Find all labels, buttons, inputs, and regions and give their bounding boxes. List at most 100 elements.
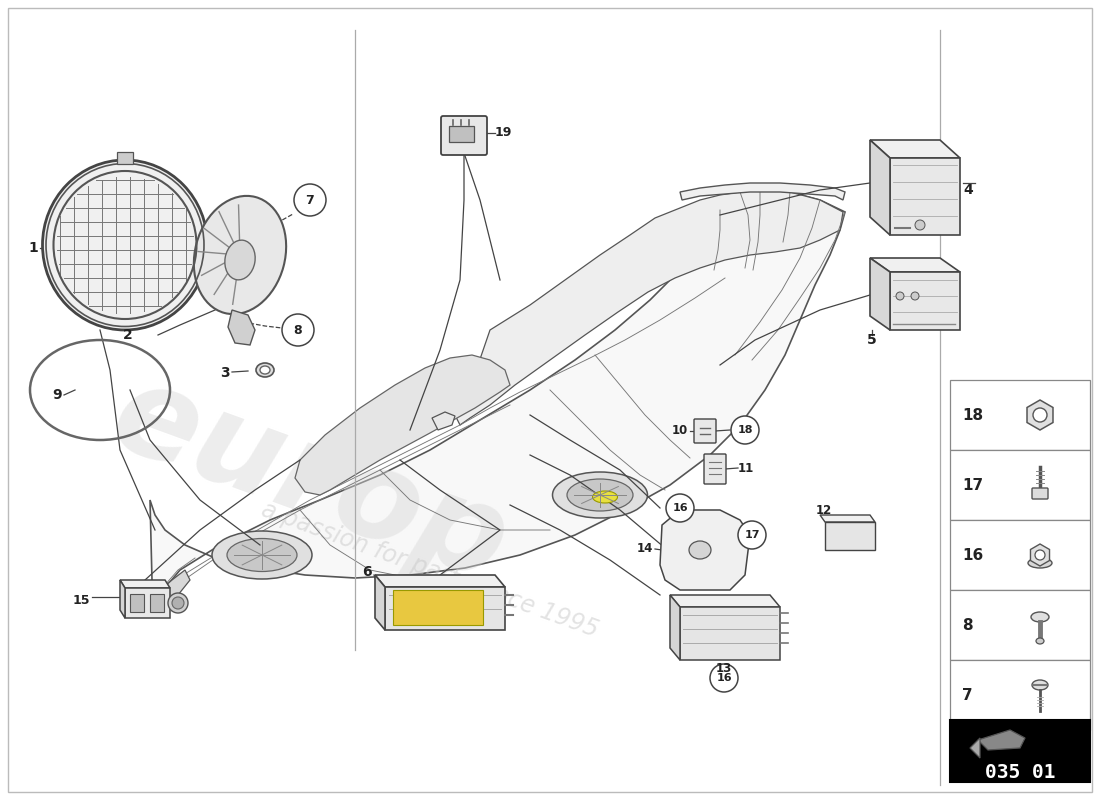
Bar	[950, 720, 1090, 782]
Ellipse shape	[566, 479, 632, 511]
Polygon shape	[150, 190, 845, 600]
Text: 7: 7	[306, 194, 315, 206]
FancyBboxPatch shape	[1032, 488, 1048, 499]
Text: 17: 17	[962, 478, 983, 493]
Polygon shape	[1031, 544, 1049, 566]
Polygon shape	[970, 738, 980, 758]
Ellipse shape	[227, 538, 297, 571]
Ellipse shape	[224, 240, 255, 280]
Circle shape	[896, 292, 904, 300]
Text: 3: 3	[220, 366, 230, 380]
Ellipse shape	[1031, 612, 1049, 622]
FancyBboxPatch shape	[704, 454, 726, 484]
Bar	[950, 380, 1090, 450]
Bar	[130, 594, 144, 612]
Polygon shape	[375, 575, 385, 630]
Ellipse shape	[1032, 680, 1048, 690]
Polygon shape	[125, 588, 170, 618]
Text: a passion for parts since 1995: a passion for parts since 1995	[258, 498, 602, 642]
Bar	[449, 126, 474, 142]
Bar	[393, 590, 483, 625]
Polygon shape	[228, 310, 255, 345]
Ellipse shape	[260, 366, 270, 374]
Circle shape	[294, 184, 326, 216]
Ellipse shape	[256, 363, 274, 377]
Bar	[950, 660, 1090, 730]
Polygon shape	[870, 258, 890, 330]
Polygon shape	[978, 730, 1025, 750]
Text: 4: 4	[962, 183, 972, 197]
Text: 10: 10	[672, 423, 688, 437]
Text: 14: 14	[637, 542, 653, 554]
Polygon shape	[870, 140, 890, 235]
FancyBboxPatch shape	[694, 419, 716, 443]
Polygon shape	[680, 183, 845, 200]
Text: 8: 8	[294, 323, 302, 337]
Polygon shape	[870, 258, 960, 272]
Polygon shape	[120, 580, 170, 588]
Bar	[950, 520, 1090, 590]
FancyBboxPatch shape	[441, 116, 487, 155]
Circle shape	[282, 314, 314, 346]
Circle shape	[172, 597, 184, 609]
Polygon shape	[455, 190, 843, 425]
Polygon shape	[870, 140, 960, 158]
Ellipse shape	[212, 531, 312, 579]
Text: 12: 12	[816, 503, 832, 517]
Text: 17: 17	[745, 530, 760, 540]
Polygon shape	[820, 515, 874, 522]
Polygon shape	[680, 607, 780, 660]
Polygon shape	[670, 595, 780, 607]
Ellipse shape	[1036, 638, 1044, 644]
Circle shape	[915, 220, 925, 230]
Ellipse shape	[689, 541, 711, 559]
Text: europ: europ	[97, 353, 524, 607]
Polygon shape	[890, 158, 960, 235]
Bar	[150, 594, 164, 612]
Circle shape	[168, 593, 188, 613]
Circle shape	[1035, 550, 1045, 560]
Text: 7: 7	[962, 687, 972, 702]
Circle shape	[1033, 408, 1047, 422]
Polygon shape	[660, 510, 750, 590]
Polygon shape	[375, 575, 505, 587]
Polygon shape	[432, 412, 455, 430]
Text: 16: 16	[716, 673, 732, 683]
Text: 1: 1	[28, 241, 37, 255]
Text: 6: 6	[362, 565, 372, 579]
Ellipse shape	[43, 160, 208, 330]
Ellipse shape	[552, 472, 648, 518]
Ellipse shape	[593, 491, 617, 503]
Text: 5: 5	[867, 333, 877, 347]
Text: 16: 16	[962, 547, 983, 562]
Text: 2: 2	[123, 328, 133, 342]
Circle shape	[738, 521, 766, 549]
Polygon shape	[1027, 400, 1053, 430]
Ellipse shape	[1028, 558, 1052, 568]
Bar	[950, 590, 1090, 660]
Text: 15: 15	[73, 594, 90, 606]
Polygon shape	[120, 580, 125, 618]
Polygon shape	[825, 522, 874, 550]
Circle shape	[911, 292, 918, 300]
Text: 19: 19	[495, 126, 513, 139]
Ellipse shape	[194, 196, 286, 314]
Polygon shape	[385, 587, 505, 630]
Polygon shape	[155, 570, 190, 605]
Polygon shape	[890, 272, 960, 330]
Text: 18: 18	[962, 407, 983, 422]
Text: 18: 18	[737, 425, 752, 435]
Circle shape	[732, 416, 759, 444]
Text: 13: 13	[716, 662, 733, 674]
Bar	[950, 450, 1090, 520]
Text: 035 01: 035 01	[984, 762, 1055, 782]
Circle shape	[666, 494, 694, 522]
Text: 16: 16	[672, 503, 688, 513]
Bar	[117, 152, 133, 164]
Polygon shape	[295, 355, 510, 495]
Text: 11: 11	[738, 462, 755, 474]
Circle shape	[710, 664, 738, 692]
Text: 8: 8	[962, 618, 972, 633]
Polygon shape	[670, 595, 680, 660]
Text: 9: 9	[52, 388, 62, 402]
